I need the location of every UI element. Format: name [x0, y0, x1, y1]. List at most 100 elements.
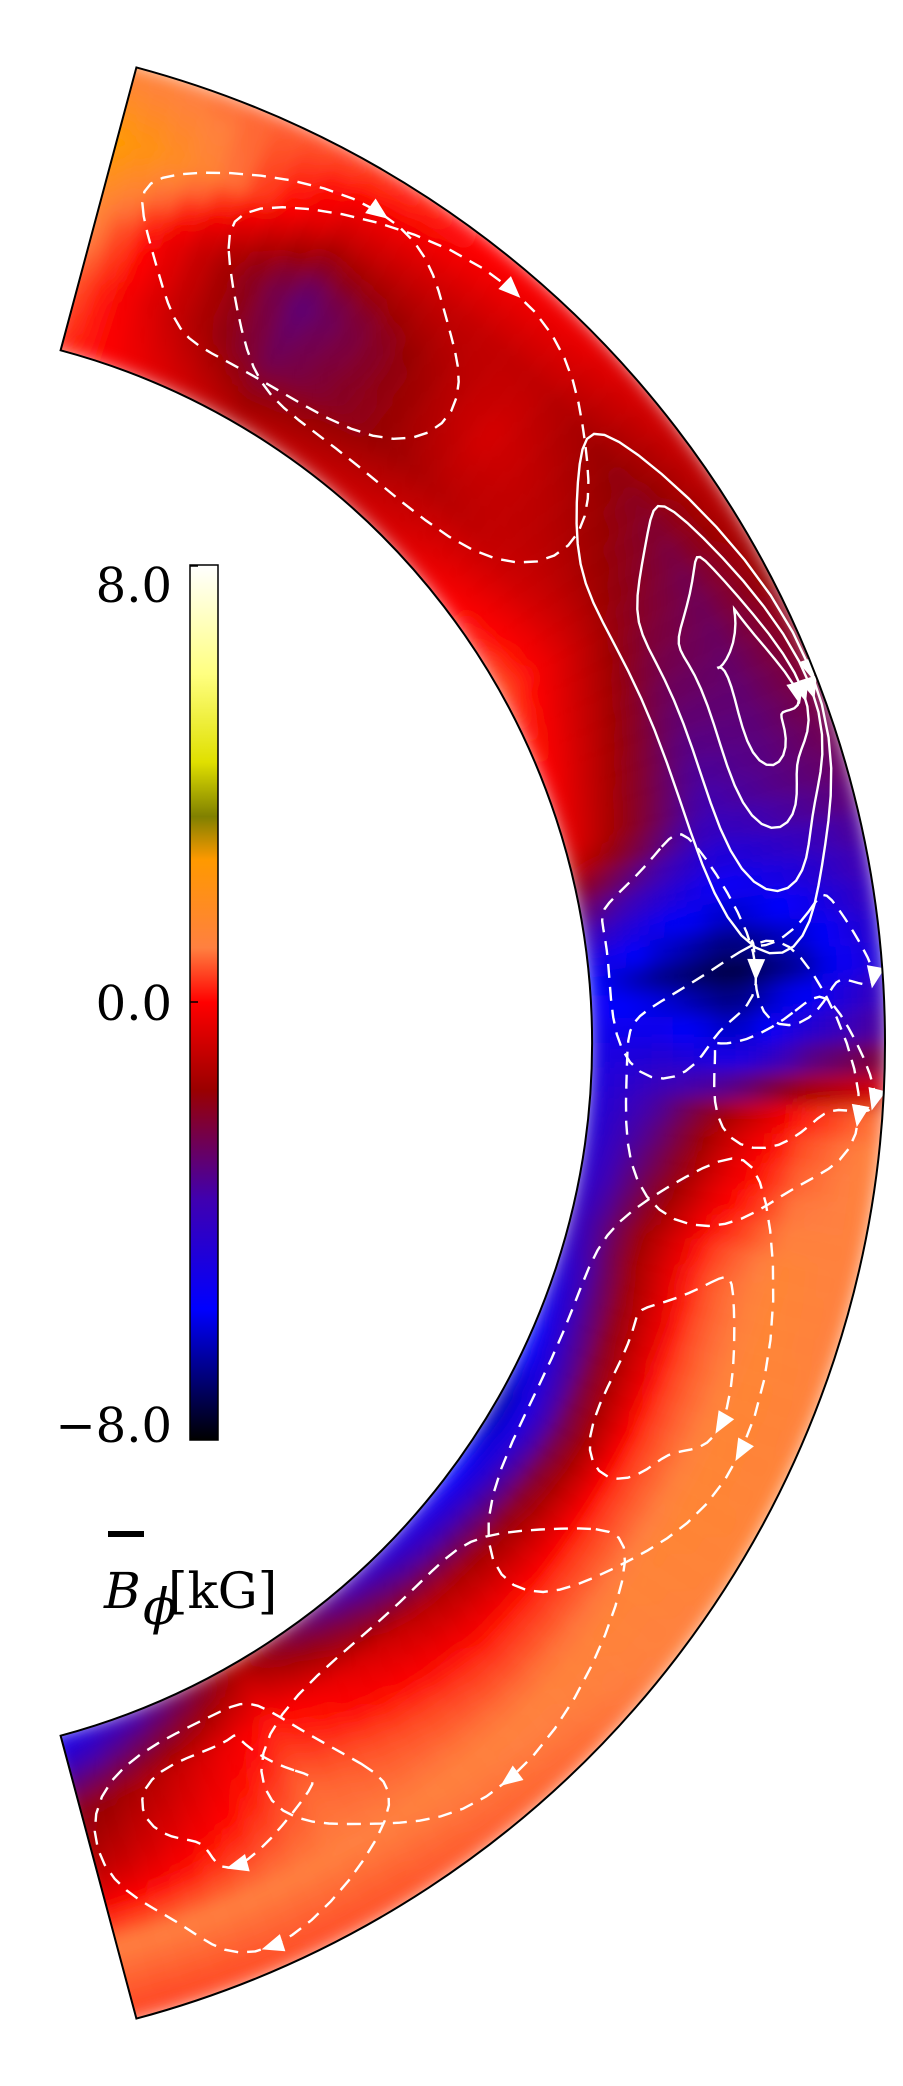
- field-cell: [818, 1043, 847, 1076]
- field-cell: [516, 451, 556, 491]
- colorbar: 8.0 0.0 −8.0 B ϕ [kG]: [55, 558, 277, 1636]
- field-cell: [588, 343, 631, 386]
- field-cell: [465, 285, 507, 326]
- field-cell: [439, 1728, 480, 1769]
- field-cell: [535, 1695, 578, 1737]
- field-cell: [366, 1783, 407, 1823]
- field-cell: [725, 1513, 766, 1556]
- field-cell: [553, 1550, 592, 1590]
- field-cell: [327, 1903, 370, 1944]
- colorbar-label: B ϕ [kG]: [103, 1531, 277, 1636]
- field-cell: [482, 444, 521, 484]
- field-cell: [630, 1043, 658, 1069]
- streamline-negative: [487, 1157, 775, 1594]
- field-cell: [629, 1068, 658, 1095]
- field-cell: [442, 404, 482, 444]
- field-cell: [448, 1692, 489, 1733]
- field-cell: [852, 1140, 883, 1177]
- colorbar-tick-label-bottom: −8.0: [55, 1398, 172, 1454]
- field-cell: [298, 1919, 340, 1958]
- field-cell: [373, 193, 416, 234]
- field-cell: [671, 1597, 713, 1640]
- field-cell: [407, 1646, 447, 1685]
- field-cell: [415, 1747, 456, 1788]
- field-cell: [421, 1662, 461, 1701]
- field-cell: [777, 1043, 805, 1074]
- field-cell: [498, 342, 540, 384]
- streamline-arrowheads: [226, 198, 886, 1952]
- field-cell: [513, 1717, 555, 1759]
- field-cell: [756, 1043, 784, 1074]
- field-cell: [390, 332, 430, 372]
- field-cell: [440, 1780, 483, 1821]
- field-cell: [426, 1712, 467, 1752]
- field-cell: [586, 1502, 626, 1542]
- field-cell: [570, 520, 609, 560]
- field-cell: [587, 507, 627, 548]
- field-cell: [651, 1016, 679, 1043]
- field-cell: [852, 909, 883, 946]
- field-cell: [503, 289, 546, 332]
- field-cell: [610, 367, 653, 411]
- field-cell: [439, 317, 480, 358]
- field-cell: [435, 369, 475, 409]
- field-cell: [452, 301, 494, 342]
- field-cell: [403, 315, 443, 355]
- streamline-positive: [575, 432, 833, 955]
- colorbar-label-unit: [kG]: [168, 1562, 277, 1620]
- field-cell: [654, 1585, 696, 1628]
- field-cell: [469, 493, 508, 532]
- field-cell: [332, 316, 371, 355]
- field-cell: [391, 1765, 432, 1806]
- field-cell: [418, 1579, 457, 1618]
- field-cell: [501, 465, 540, 505]
- field-cell: [527, 1644, 568, 1685]
- field-cell: [389, 228, 431, 269]
- field-cell: [345, 1869, 388, 1909]
- field-cell: [475, 321, 517, 363]
- field-cell: [319, 283, 359, 322]
- field-cell: [733, 1071, 762, 1102]
- field-cell: [567, 446, 608, 488]
- field-cell: [330, 1782, 370, 1821]
- field-cell: [513, 327, 555, 369]
- field-cell: [619, 445, 660, 487]
- field-cell: [708, 1542, 749, 1585]
- field-cell: [485, 479, 524, 518]
- field-cell: [442, 1642, 482, 1682]
- field-cell: [541, 1747, 584, 1790]
- field-cell: [380, 1615, 418, 1654]
- streamline-arrowhead: [786, 680, 804, 705]
- field-cell: [655, 535, 695, 576]
- field-cell: [712, 1070, 741, 1101]
- field-cell: [856, 1108, 886, 1144]
- field-cell: [586, 544, 626, 584]
- field-cell: [551, 460, 591, 501]
- field-cell: [373, 1852, 416, 1893]
- field-cell: [553, 1515, 592, 1554]
- field-cell: [569, 483, 609, 524]
- field-cell: [839, 1010, 867, 1043]
- field-cell: [708, 501, 749, 544]
- field-cell: [602, 458, 643, 499]
- field-cell: [315, 1815, 355, 1855]
- streamline-positive: [636, 504, 824, 893]
- field-cell: [400, 1680, 439, 1720]
- field-cell: [400, 1834, 443, 1875]
- field-cell: [453, 1796, 496, 1838]
- field-cell: [315, 231, 355, 271]
- field-cell: [569, 1562, 609, 1603]
- field-cell: [484, 357, 526, 399]
- field-cell: [384, 1870, 427, 1911]
- field-cell: [536, 509, 576, 549]
- field-cell: [428, 419, 467, 458]
- colorbar-tick-label-mid: 0.0: [96, 976, 172, 1032]
- field-cell: [403, 1782, 445, 1823]
- field-cell: [570, 1526, 609, 1566]
- field-cell: [448, 353, 489, 394]
- field-cell: [327, 142, 370, 183]
- field-cell: [847, 1173, 879, 1211]
- field-cell: [714, 1043, 742, 1072]
- field-cell: [535, 473, 575, 514]
- field-cell: [638, 470, 679, 513]
